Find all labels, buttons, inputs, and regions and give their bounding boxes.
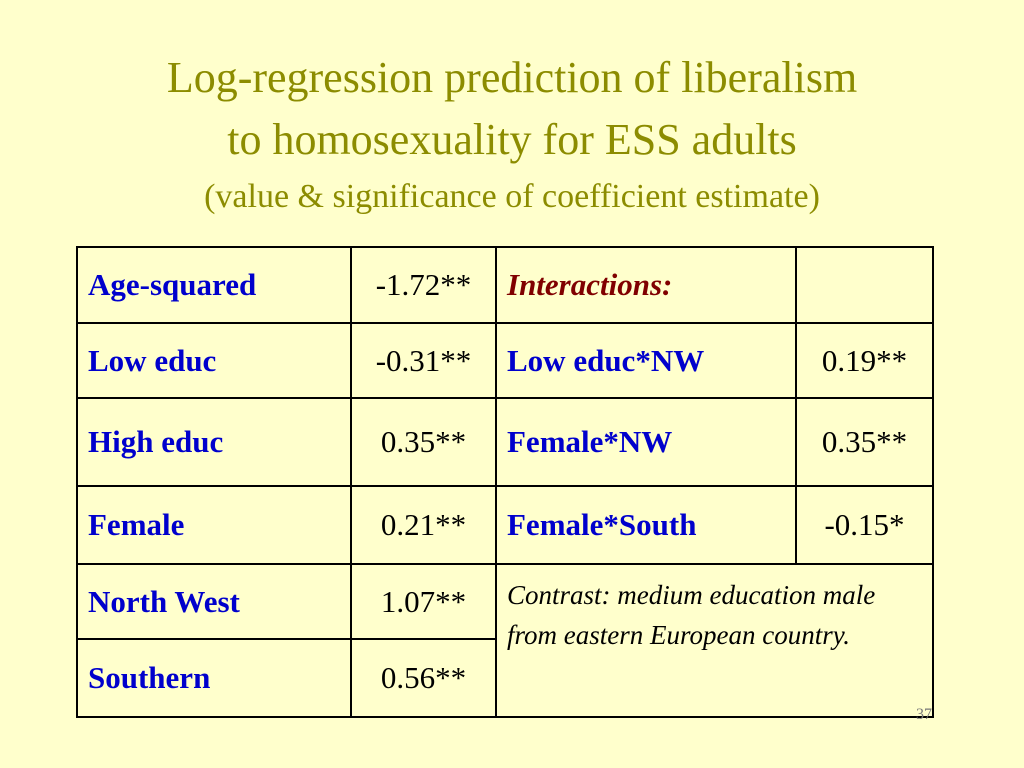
cell: -0.31** [350,322,497,399]
cell: -0.15* [795,485,934,565]
cell: Low educ*NW [495,322,797,399]
contrast-note: Contrast: medium education male from eas… [495,563,934,718]
cell: 0.56** [350,638,497,718]
cell: 0.35** [350,397,497,487]
coefficient-table: Age-squared -1.72** Interactions: Low ed… [76,246,934,718]
cell: 0.35** [795,397,934,487]
cell: -1.72** [350,246,497,324]
cell: 0.21** [350,485,497,565]
subtitle: (value & significance of coefficient est… [204,178,820,215]
cell: Age-squared [76,246,352,324]
cell: 0.19** [795,322,934,399]
cell: Low educ [76,322,352,399]
cell: High educ [76,397,352,487]
title: Log-regression prediction of liberalism [166,53,858,102]
cell: North West [76,563,352,640]
cell: Southern [76,638,352,718]
cell: Interactions: [495,246,797,324]
cell: Female*NW [495,397,797,487]
title: to homosexuality for ESS adults [227,115,797,164]
cell [795,246,934,324]
cell: Female [76,485,352,565]
cell: 1.07** [350,563,497,640]
cell: Female*South [495,485,797,565]
page-number: 37 [916,706,932,723]
